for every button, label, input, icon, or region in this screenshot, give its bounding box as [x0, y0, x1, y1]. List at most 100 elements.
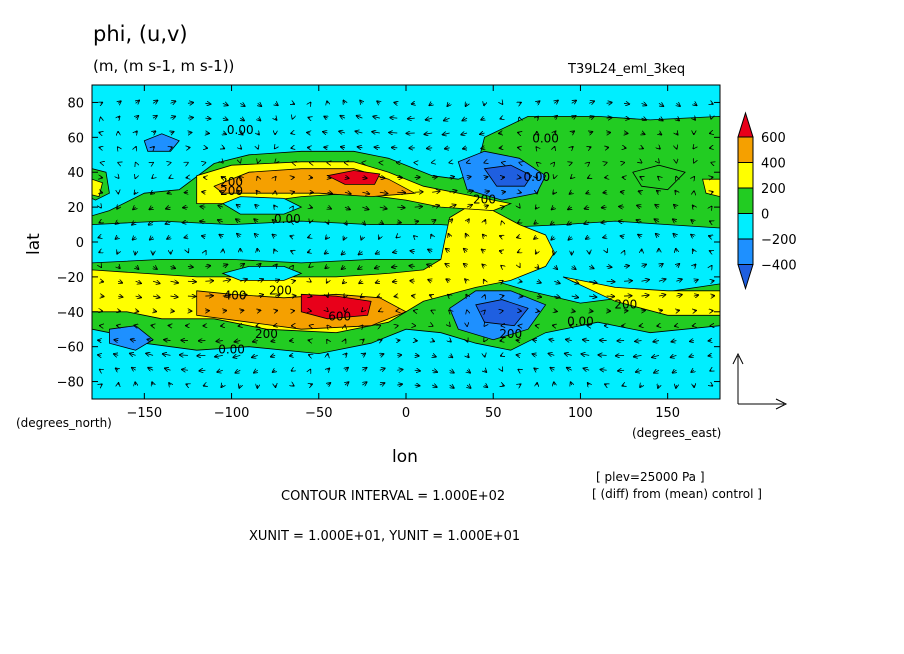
- wind-vector: [310, 384, 312, 385]
- wind-vector: [603, 237, 607, 238]
- wind-vector: [136, 100, 140, 103]
- wind-vector: [170, 101, 176, 103]
- wind-vector: [170, 266, 176, 268]
- wind-vector: [222, 103, 228, 105]
- wind-vector: [187, 266, 193, 267]
- colorbar-label: −200: [761, 233, 797, 248]
- wind-vector: [641, 295, 649, 296]
- wind-vector: [676, 264, 679, 267]
- wind-vector: [676, 279, 682, 281]
- wind-vector: [345, 368, 348, 371]
- wind-vector: [409, 266, 415, 267]
- contour-label: 200: [473, 193, 496, 207]
- wind-vector: [691, 220, 694, 222]
- wind-vector: [642, 133, 645, 134]
- pressure-level-note: [ plev=25000 Pa ]: [596, 470, 705, 484]
- wind-vector: [275, 103, 278, 105]
- colorbar-swatch: [737, 187, 754, 214]
- x-tick-label: 150: [655, 406, 680, 421]
- wind-vector: [205, 103, 210, 104]
- wind-vector: [379, 383, 385, 385]
- contour-region-200: [702, 178, 720, 198]
- wind-vector: [164, 340, 171, 341]
- wind-vector: [581, 354, 590, 355]
- wind-vector: [485, 220, 486, 222]
- wind-vector: [464, 264, 467, 267]
- contour-region--200: [221, 196, 303, 215]
- wind-vector: [638, 235, 642, 237]
- wind-vector: [117, 207, 118, 209]
- wind-vector: [519, 103, 521, 104]
- wind-vector: [548, 353, 555, 355]
- wind-vector: [447, 103, 449, 106]
- wind-vector: [500, 251, 502, 252]
- colorbar-label: 600: [761, 131, 786, 146]
- contour-label: 0.00: [532, 132, 559, 146]
- wind-vector: [449, 310, 450, 311]
- y-tick-label: 20: [67, 201, 84, 216]
- wind-vector: [640, 177, 641, 178]
- wind-vector: [710, 221, 711, 222]
- wind-vector: [343, 281, 345, 283]
- wind-vector: [484, 341, 485, 342]
- wind-vector: [602, 207, 607, 208]
- wind-vector: [101, 384, 102, 385]
- wind-vector: [410, 281, 415, 282]
- wind-vector: [166, 207, 171, 209]
- wind-vector: [272, 235, 275, 237]
- x-tick-label: −50: [305, 406, 332, 421]
- wind-vector: [676, 133, 677, 135]
- wind-vector: [275, 280, 279, 282]
- wind-vector: [502, 281, 503, 282]
- wind-vector: [693, 249, 694, 251]
- contour-label: 200: [255, 327, 278, 341]
- wind-vector: [572, 311, 575, 312]
- wind-vector: [694, 118, 695, 120]
- wind-vector: [170, 281, 179, 283]
- wind-vector: [152, 177, 153, 178]
- wind-vector: [432, 177, 437, 178]
- wind-vector: [658, 385, 659, 388]
- wind-vector: [552, 207, 555, 209]
- wind-vector: [588, 383, 590, 385]
- wind-vector: [676, 310, 679, 311]
- wind-vector: [502, 207, 504, 208]
- wind-vector: [393, 281, 398, 282]
- wind-vector: [328, 368, 330, 370]
- wind-vector: [258, 310, 261, 311]
- wind-vector: [414, 385, 420, 386]
- wind-vector: [187, 118, 193, 119]
- wind-vector: [292, 370, 293, 371]
- wind-vector: [432, 341, 434, 342]
- wind-vector: [554, 100, 558, 103]
- wind-vector: [675, 191, 676, 193]
- wind-vector: [290, 236, 292, 237]
- contour-region--400: [483, 164, 533, 187]
- wind-vector: [500, 118, 502, 119]
- wind-vector: [327, 281, 328, 283]
- wind-vector: [153, 147, 154, 148]
- wind-vector: [484, 280, 485, 282]
- wind-vector: [149, 222, 154, 225]
- wind-vector: [392, 266, 398, 267]
- y-tick-label: 0: [76, 236, 84, 251]
- wind-vector: [258, 133, 259, 135]
- wind-vector: [553, 192, 554, 194]
- wind-vector: [589, 132, 592, 133]
- contour-region-600: [300, 293, 372, 320]
- wind-vector: [116, 222, 119, 224]
- wind-vector: [711, 281, 714, 282]
- wind-vector: [165, 222, 171, 224]
- wind-vector: [344, 207, 350, 209]
- wind-vector: [533, 340, 537, 341]
- wind-vector: [362, 207, 368, 209]
- wind-vector: [150, 237, 153, 240]
- wind-vector: [432, 220, 435, 222]
- wind-vector: [257, 249, 258, 252]
- wind-vector: [221, 385, 223, 387]
- chart-title: phi, (u,v): [93, 22, 188, 46]
- wind-vector: [623, 103, 629, 104]
- wind-vector: [676, 118, 679, 120]
- wind-vector: [659, 310, 662, 311]
- wind-vector: [572, 116, 576, 118]
